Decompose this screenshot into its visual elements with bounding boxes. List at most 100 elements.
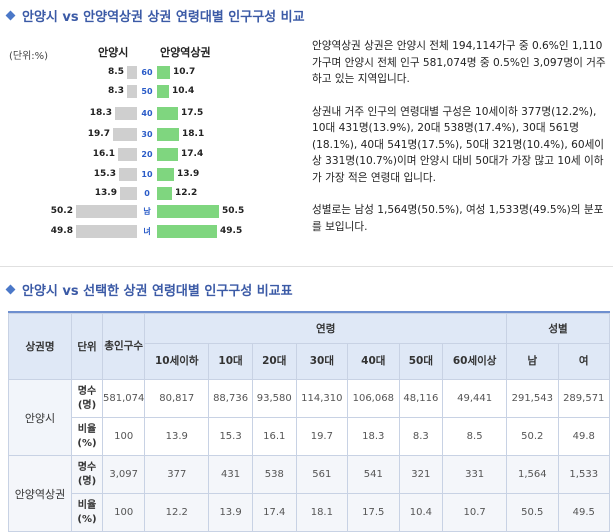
pyramid-row: 50 8.3 10.4	[0, 84, 300, 99]
age-label: 20	[137, 148, 157, 161]
age-label: 0	[137, 187, 157, 200]
left-bar	[76, 205, 137, 218]
right-value: 13.9	[177, 169, 200, 179]
age-label: 40	[137, 107, 157, 120]
pyramid-row: 남 50.2 50.5	[0, 204, 300, 219]
value-cell: 19.7	[295, 417, 349, 456]
left-value: 8.5	[108, 67, 124, 77]
left-bar	[127, 85, 137, 98]
value-cell: 10.7	[442, 493, 508, 532]
value-cell: 18.3	[347, 417, 400, 456]
pyramid-row: 10 15.3 13.9	[0, 167, 300, 182]
diamond-bullet-icon	[5, 10, 16, 21]
region-name-cell: 안양시	[8, 379, 72, 456]
age-label: 녀	[137, 225, 157, 238]
left-value: 50.2	[50, 206, 73, 216]
age-label: 50	[137, 85, 157, 98]
value-cell: 377	[144, 455, 210, 494]
pyramid-row: 40 18.3 17.5	[0, 106, 300, 121]
left-header: 안양시	[98, 46, 129, 59]
left-value: 49.8	[50, 226, 73, 236]
value-cell: 289,571	[557, 379, 610, 418]
value-cell: 100	[101, 493, 146, 532]
left-bar	[127, 66, 137, 79]
left-value: 13.9	[94, 188, 117, 198]
pyramid-row: 60 8.5 10.7	[0, 65, 300, 80]
header-age-col: 60세이상	[442, 343, 508, 380]
description-paragraph-2: 상권내 거주 인구의 연령대별 구성은 10세이하 377명(12.2%), 1…	[312, 105, 605, 184]
value-cell: 16.1	[251, 417, 297, 456]
header-age-group: 연령	[144, 313, 508, 344]
left-value: 8.3	[108, 86, 124, 96]
header-age-col: 50대	[398, 343, 444, 380]
value-cell: 561	[295, 455, 349, 494]
age-label: 30	[137, 128, 157, 141]
value-cell: 13.9	[144, 417, 210, 456]
value-cell: 1,564	[506, 455, 559, 494]
header-age-col: 20대	[251, 343, 297, 380]
value-cell: 13.9	[208, 493, 253, 532]
value-cell: 80,817	[144, 379, 210, 418]
value-cell: 114,310	[295, 379, 349, 418]
description-panel: 안양역상권 상권은 안양시 전체 194,114가구 중 0.6%인 1,110…	[312, 38, 608, 251]
value-cell: 17.5	[347, 493, 400, 532]
pyramid-row: 20 16.1 17.4	[0, 147, 300, 162]
value-cell: 581,074	[101, 379, 146, 418]
value-cell: 17.4	[251, 493, 297, 532]
value-cell: 431	[208, 455, 253, 494]
right-bar	[157, 225, 217, 238]
right-bar	[157, 128, 179, 141]
age-label: 60	[137, 66, 157, 79]
value-cell: 3,097	[101, 455, 146, 494]
value-cell: 48,116	[398, 379, 444, 418]
right-value: 17.5	[181, 108, 204, 118]
right-bar	[157, 187, 172, 200]
value-cell: 331	[442, 455, 508, 494]
right-bar	[157, 205, 219, 218]
unit-cell: 비율(%)	[71, 417, 103, 456]
value-cell: 50.2	[506, 417, 559, 456]
section-divider	[0, 266, 613, 267]
value-cell: 1,533	[557, 455, 610, 494]
description-paragraph-3: 성별로는 남성 1,564명(50.5%), 여성 1,533명(49.5%)의…	[312, 204, 604, 233]
table-row: 안양역상권 명수(명) 3,097 377 431 538 561 541 321 331 1,56…	[8, 455, 610, 532]
bottom-title-text: 안양시 vs 선택한 상권 연령대별 인구구성 비교표	[22, 284, 293, 299]
value-cell: 538	[251, 455, 297, 494]
unit-label: (단위:%)	[9, 51, 49, 62]
value-cell: 49,441	[442, 379, 508, 418]
bottom-section-title: 안양시 vs 선택한 상권 연령대별 인구구성 비교표	[4, 280, 293, 299]
value-cell: 321	[398, 455, 444, 494]
right-bar	[157, 168, 174, 181]
diamond-bullet-icon	[5, 284, 16, 295]
right-value: 50.5	[222, 206, 245, 216]
right-value: 10.7	[173, 67, 196, 77]
header-age-col: 10세이하	[144, 343, 210, 380]
pyramid-row: 녀 49.8 49.5	[0, 224, 300, 239]
left-value: 16.1	[92, 149, 115, 159]
region-name-cell: 안양역상권	[8, 455, 72, 532]
table-top-border	[8, 311, 610, 314]
table-row: 비율(%) 100 12.2 13.9 17.4 18.1 17.5 10.4 10.7 50.5…	[9, 493, 610, 532]
unit-cell: 비율(%)	[71, 493, 103, 532]
value-cell: 8.3	[398, 417, 444, 456]
right-header: 안양역상권	[160, 46, 211, 59]
left-bar	[118, 148, 137, 161]
header-gender-col: 남	[506, 343, 559, 380]
value-cell: 15.3	[208, 417, 253, 456]
table-row: 안양시 명수(명) 581,074 80,817 88,736 93,580 114,310…	[8, 379, 610, 456]
left-bar	[120, 187, 137, 200]
unit-cell: 명수(명)	[71, 455, 103, 494]
right-bar	[157, 85, 169, 98]
right-value: 12.2	[175, 188, 198, 198]
value-cell: 50.5	[506, 493, 559, 532]
left-bar	[119, 168, 137, 181]
right-bar	[157, 66, 170, 79]
value-cell: 93,580	[251, 379, 297, 418]
right-value: 18.1	[182, 129, 205, 139]
right-value: 10.4	[172, 86, 195, 96]
right-bar	[157, 107, 178, 120]
left-bar	[113, 128, 137, 141]
header-region: 상권명	[8, 313, 72, 380]
unit-cell: 명수(명)	[71, 379, 103, 418]
header-total: 총인구수	[101, 313, 146, 380]
